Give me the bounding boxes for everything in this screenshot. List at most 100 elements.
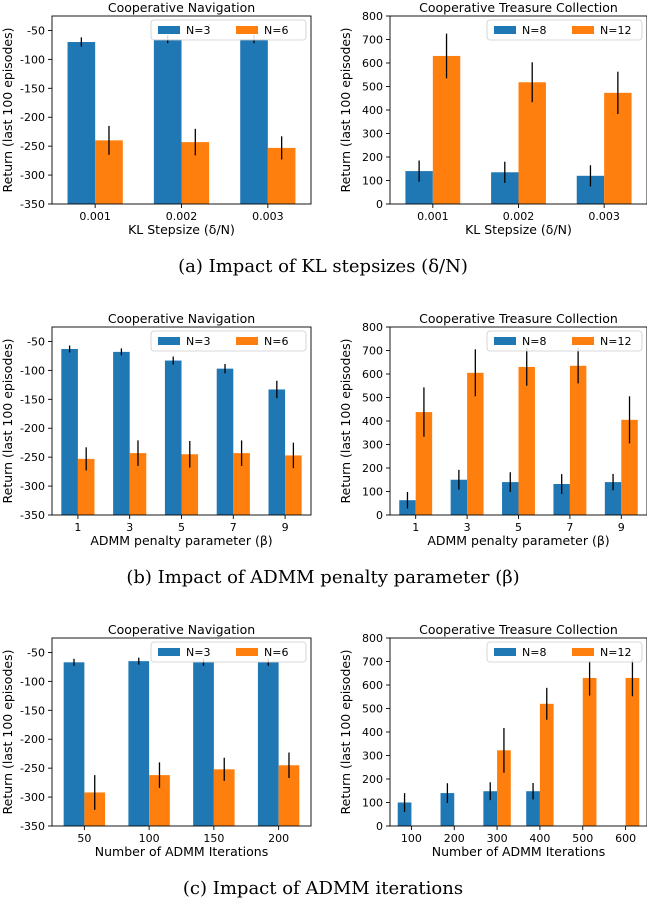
x-axis-label: KL Stepsize (δ/N) bbox=[465, 222, 572, 237]
bar-N8-3 bbox=[450, 479, 468, 515]
y-tick-label: 0 bbox=[376, 198, 383, 211]
axes-frame bbox=[389, 637, 647, 827]
x-tick-label: 600 bbox=[615, 832, 636, 845]
bar-N12-7 bbox=[569, 365, 587, 515]
legend-swatch bbox=[158, 26, 180, 34]
legend-label: N=8 bbox=[522, 24, 546, 37]
bar-N8-200 bbox=[440, 793, 455, 826]
bar-N3-5 bbox=[164, 360, 182, 515]
chart-title: Cooperative Treasure Collection bbox=[419, 311, 618, 326]
y-tick-label: 700 bbox=[362, 34, 383, 47]
bar-N3-7 bbox=[216, 368, 234, 515]
legend-swatch bbox=[494, 26, 516, 34]
chart-5: -350 -300 -250 -200 -150 -100 -50 50 100 150 200 Co… bbox=[0, 622, 312, 859]
y-tick-label: 100 bbox=[362, 797, 383, 810]
x-axis-label: KL Stepsize (δ/N) bbox=[128, 222, 235, 237]
y-tick-label: 200 bbox=[362, 773, 383, 786]
bar-N12-1 bbox=[415, 412, 433, 515]
x-tick-label: 50 bbox=[77, 832, 91, 845]
y-tick-label: -100 bbox=[20, 675, 45, 688]
y-tick-label: -150 bbox=[20, 393, 45, 406]
bar-N6-1 bbox=[77, 458, 95, 515]
bar-N3-100 bbox=[128, 661, 150, 826]
y-tick-label: -200 bbox=[20, 111, 45, 124]
legend-swatch bbox=[572, 337, 594, 345]
legend-swatch bbox=[572, 26, 594, 34]
legend-box bbox=[150, 19, 307, 41]
x-axis-label: ADMM penalty parameter (β) bbox=[427, 533, 609, 548]
legend-label: N=3 bbox=[186, 24, 210, 37]
caption-a: (a) Impact of KL stepsizes (δ/N) bbox=[178, 256, 468, 277]
y-tick-label: 800 bbox=[362, 10, 383, 23]
legend-label: N=12 bbox=[600, 646, 631, 659]
x-tick-label: 5 bbox=[178, 521, 185, 534]
y-tick-label: 100 bbox=[362, 175, 383, 188]
bar-N8-5 bbox=[502, 482, 519, 515]
x-tick-label: 200 bbox=[444, 832, 465, 845]
y-tick-label: -150 bbox=[20, 82, 45, 95]
bar-N8-100 bbox=[397, 802, 412, 826]
y-axis-label: Return (last 100 episodes) bbox=[338, 650, 353, 815]
legend-box bbox=[486, 19, 643, 41]
x-tick-label: 300 bbox=[487, 832, 508, 845]
chart-1: -350 -300 -250 -200 -150 -100 -50 0.001 0.002 0.0… bbox=[0, 0, 312, 237]
legend-swatch bbox=[236, 26, 258, 34]
y-tick-label: 400 bbox=[362, 726, 383, 739]
legend: N=3 N=6 bbox=[150, 330, 307, 352]
legend-label: N=6 bbox=[264, 646, 288, 659]
y-tick-label: 300 bbox=[362, 439, 383, 452]
x-axis-label: ADMM penalty parameter (β) bbox=[90, 533, 272, 548]
y-tick-label: 400 bbox=[362, 104, 383, 117]
bar-N3-0.002 bbox=[153, 39, 182, 204]
caption-b: (b) Impact of ADMM penalty parameter (β) bbox=[126, 567, 519, 588]
legend-label: N=12 bbox=[600, 24, 631, 37]
legend-box bbox=[150, 330, 307, 352]
legend: N=8 N=12 bbox=[486, 641, 643, 663]
bar-N12-9 bbox=[621, 419, 638, 515]
legend-label: N=8 bbox=[522, 335, 546, 348]
chart-title: Cooperative Treasure Collection bbox=[419, 622, 618, 637]
legend-label: N=12 bbox=[600, 335, 631, 348]
legend-swatch bbox=[494, 337, 516, 345]
y-tick-label: -150 bbox=[20, 704, 45, 717]
bar-N8-9 bbox=[604, 482, 622, 515]
x-tick-label: 0.002 bbox=[503, 210, 535, 223]
x-tick-label: 150 bbox=[203, 832, 224, 845]
bar-N12-400 bbox=[539, 703, 554, 826]
y-tick-label: -350 bbox=[20, 198, 45, 211]
y-tick-label: -200 bbox=[20, 422, 45, 435]
y-tick-label: 300 bbox=[362, 750, 383, 763]
y-axis-label: Return (last 100 episodes) bbox=[0, 650, 15, 815]
y-tick-label: -350 bbox=[20, 820, 45, 833]
bar-N6-7 bbox=[233, 453, 250, 515]
y-tick-label: -250 bbox=[20, 762, 45, 775]
x-tick-label: 3 bbox=[464, 521, 471, 534]
y-tick-label: -300 bbox=[20, 791, 45, 804]
y-tick-label: 100 bbox=[362, 486, 383, 499]
chart-title: Cooperative Treasure Collection bbox=[419, 0, 618, 15]
y-tick-label: -300 bbox=[20, 169, 45, 182]
legend-swatch bbox=[236, 648, 258, 656]
chart-3: -350 -300 -250 -200 -150 -100 -50 1 3 5 7 9 Cooperat… bbox=[0, 311, 312, 548]
bar-N12-3 bbox=[467, 372, 484, 515]
bar-N3-3 bbox=[113, 351, 130, 515]
chart-2: 0 100 200 300 400 500 600 700 800 0.001 0.002 0.003… bbox=[338, 0, 647, 237]
y-tick-label: -50 bbox=[27, 24, 45, 37]
y-tick-label: -100 bbox=[20, 364, 45, 377]
y-tick-label: 600 bbox=[362, 368, 383, 381]
bar-N3-0.001 bbox=[67, 42, 96, 204]
y-axis-label: Return (last 100 episodes) bbox=[0, 339, 15, 504]
bar-N6-150 bbox=[213, 769, 235, 826]
y-tick-label: 500 bbox=[362, 392, 383, 405]
legend-swatch bbox=[572, 648, 594, 656]
y-tick-label: 600 bbox=[362, 57, 383, 70]
y-tick-label: 0 bbox=[376, 509, 383, 522]
bar-N12-600 bbox=[625, 677, 640, 826]
chart-title: Cooperative Navigation bbox=[108, 622, 255, 637]
x-tick-label: 100 bbox=[401, 832, 422, 845]
x-axis-label: Number of ADMM Iterations bbox=[95, 844, 268, 859]
chart-6: 0 100 200 300 400 500 600 700 800 100 200 300 400 500… bbox=[338, 622, 647, 859]
legend: N=3 N=6 bbox=[150, 19, 307, 41]
legend-label: N=6 bbox=[264, 24, 288, 37]
x-tick-label: 0.001 bbox=[79, 210, 111, 223]
